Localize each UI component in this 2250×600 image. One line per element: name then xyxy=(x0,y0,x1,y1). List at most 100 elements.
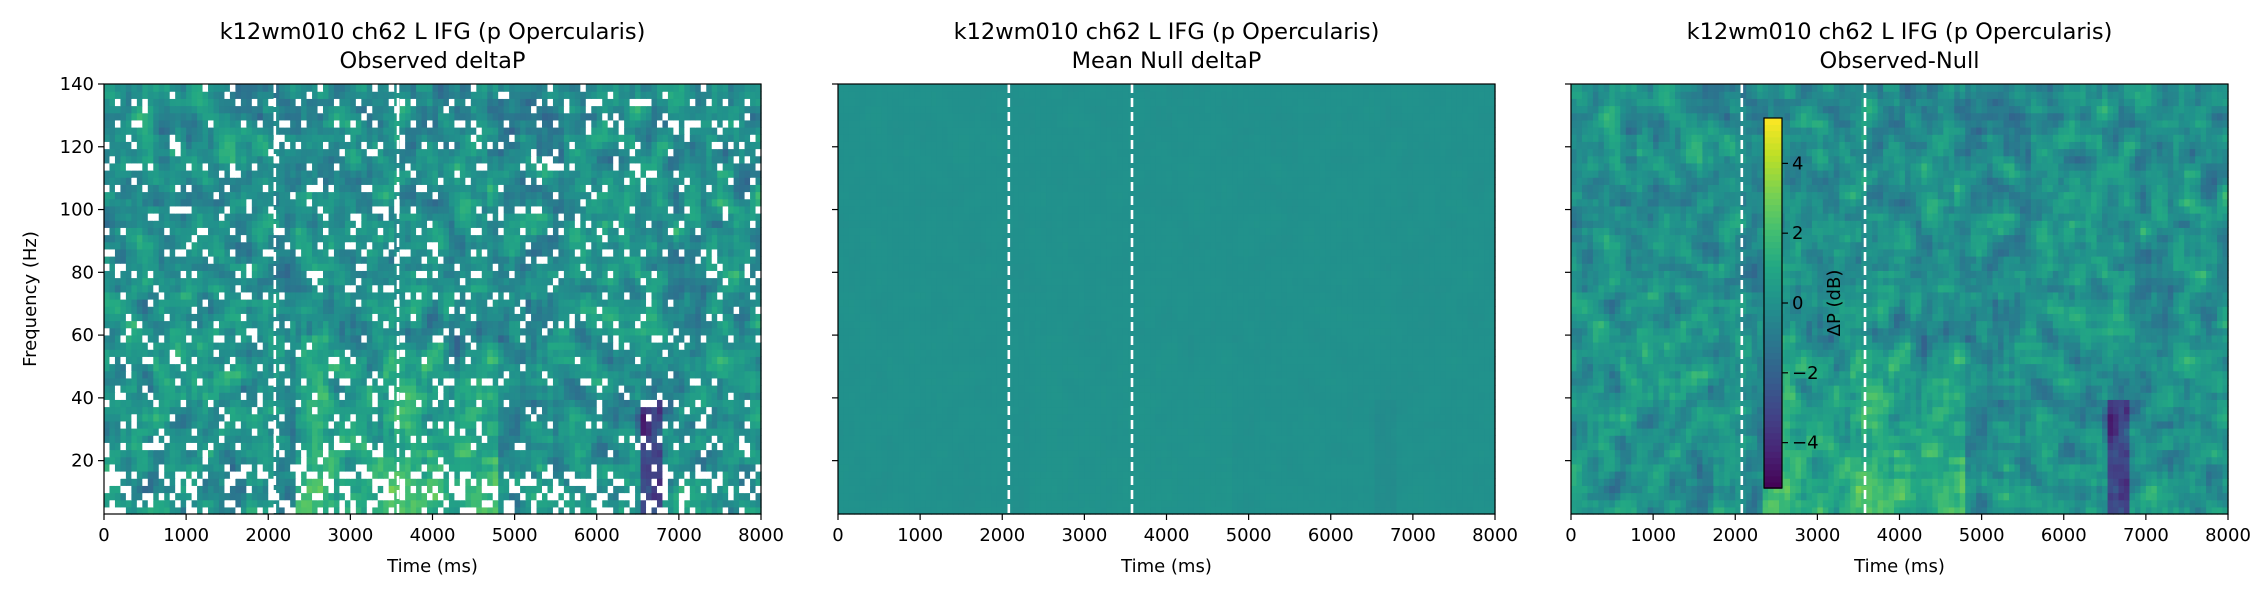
heatmap-cell xyxy=(618,463,625,472)
heatmap-cell xyxy=(202,363,209,372)
heatmap-cell xyxy=(394,428,401,436)
heatmap-cell xyxy=(208,320,215,329)
heatmap-cell xyxy=(355,270,362,279)
heatmap-cell xyxy=(114,220,122,228)
heatmap-cell xyxy=(585,435,592,443)
heatmap-cell xyxy=(104,492,111,501)
heatmap-cell xyxy=(142,363,149,372)
heatmap-cell xyxy=(388,342,395,350)
heatmap-cell xyxy=(125,449,132,458)
heatmap-cell xyxy=(667,377,674,386)
heatmap-cell xyxy=(273,299,280,307)
heatmap-cell xyxy=(246,270,253,279)
heatmap-cell xyxy=(312,349,319,357)
heatmap-cell xyxy=(405,478,412,486)
heatmap-cell xyxy=(459,342,466,350)
heatmap-cell xyxy=(531,413,538,422)
heatmap-cell xyxy=(481,428,488,436)
heatmap-cell xyxy=(531,356,538,365)
heatmap-cell xyxy=(416,241,423,250)
heatmap-cell xyxy=(235,420,242,429)
heatmap-cell xyxy=(120,299,127,307)
heatmap-cell xyxy=(284,420,291,429)
heatmap-cell xyxy=(366,349,373,357)
heatmap-cell xyxy=(580,506,587,515)
heatmap-cell xyxy=(109,220,116,228)
heatmap-cell xyxy=(733,349,740,357)
heatmap-cell xyxy=(602,363,609,372)
heatmap-cell xyxy=(667,406,674,415)
heatmap-cell xyxy=(284,356,291,365)
heatmap-cell xyxy=(706,313,713,322)
heatmap-cell xyxy=(470,442,477,451)
heatmap-cell xyxy=(684,277,691,286)
heatmap-cell xyxy=(284,256,291,264)
heatmap-cell xyxy=(667,234,674,243)
heatmap-cell xyxy=(487,485,494,494)
heatmap-cell xyxy=(202,385,209,393)
heatmap-cell xyxy=(191,385,198,393)
heatmap-cell xyxy=(547,385,554,393)
heatmap-cell xyxy=(432,234,439,243)
heatmap-cell xyxy=(574,463,581,472)
heatmap-cell xyxy=(607,256,614,264)
heatmap-cell xyxy=(569,370,576,379)
heatmap-cell xyxy=(388,485,395,494)
heatmap-cell xyxy=(147,234,154,243)
heatmap-cell xyxy=(410,256,417,264)
heatmap-cell xyxy=(164,370,171,379)
heatmap-cell xyxy=(323,313,330,322)
heatmap-cell xyxy=(492,492,499,501)
heatmap-cell xyxy=(624,342,631,350)
heatmap-cell xyxy=(229,313,236,322)
heatmap-cell xyxy=(377,248,384,257)
heatmap-cell xyxy=(410,263,417,271)
heatmap-cell xyxy=(142,349,149,357)
heatmap-cell xyxy=(443,435,450,443)
heatmap-cell xyxy=(700,306,707,314)
heatmap-cell xyxy=(257,220,264,228)
heatmap-cell xyxy=(432,478,439,486)
heatmap-cell xyxy=(208,263,215,271)
heatmap-cell xyxy=(186,327,193,336)
heatmap-cell xyxy=(114,270,122,279)
heatmap-cell xyxy=(421,248,428,257)
heatmap-cell xyxy=(383,406,390,415)
heatmap-cell xyxy=(180,442,187,451)
heatmap-cell xyxy=(629,277,636,286)
heatmap-cell xyxy=(711,342,718,350)
heatmap-cell xyxy=(509,291,516,300)
heatmap-cell xyxy=(640,291,647,300)
heatmap-cell xyxy=(744,435,751,443)
heatmap-cell xyxy=(695,263,702,271)
heatmap-cell xyxy=(218,499,226,508)
heatmap-cell xyxy=(728,342,735,350)
heatmap-cell xyxy=(306,428,313,436)
heatmap-cell xyxy=(662,499,669,508)
heatmap-cell xyxy=(197,428,204,436)
heatmap-cell xyxy=(202,399,209,408)
heatmap-cell xyxy=(317,256,324,264)
heatmap-cell xyxy=(711,234,718,243)
heatmap-cell xyxy=(481,256,488,264)
heatmap-cell xyxy=(208,456,215,465)
heatmap-cell xyxy=(175,492,182,501)
heatmap-cell xyxy=(695,256,702,264)
heatmap-cell xyxy=(421,241,428,250)
heatmap-cell xyxy=(312,270,319,279)
heatmap-cell xyxy=(465,349,472,357)
heatmap-cell xyxy=(722,471,729,479)
heatmap-cell xyxy=(569,428,576,436)
heatmap-cell xyxy=(104,291,111,300)
heatmap-cell xyxy=(531,241,538,250)
heatmap-cell xyxy=(191,363,198,372)
heatmap-cell xyxy=(591,463,598,472)
heatmap-cell xyxy=(689,227,696,236)
heatmap-cell xyxy=(366,220,373,228)
heatmap-cell xyxy=(142,213,149,221)
heatmap-cell xyxy=(109,385,116,393)
heatmap-cell xyxy=(175,356,182,365)
heatmap-cell xyxy=(383,485,390,494)
heatmap-cell xyxy=(667,241,674,250)
heatmap-cell xyxy=(706,442,713,451)
